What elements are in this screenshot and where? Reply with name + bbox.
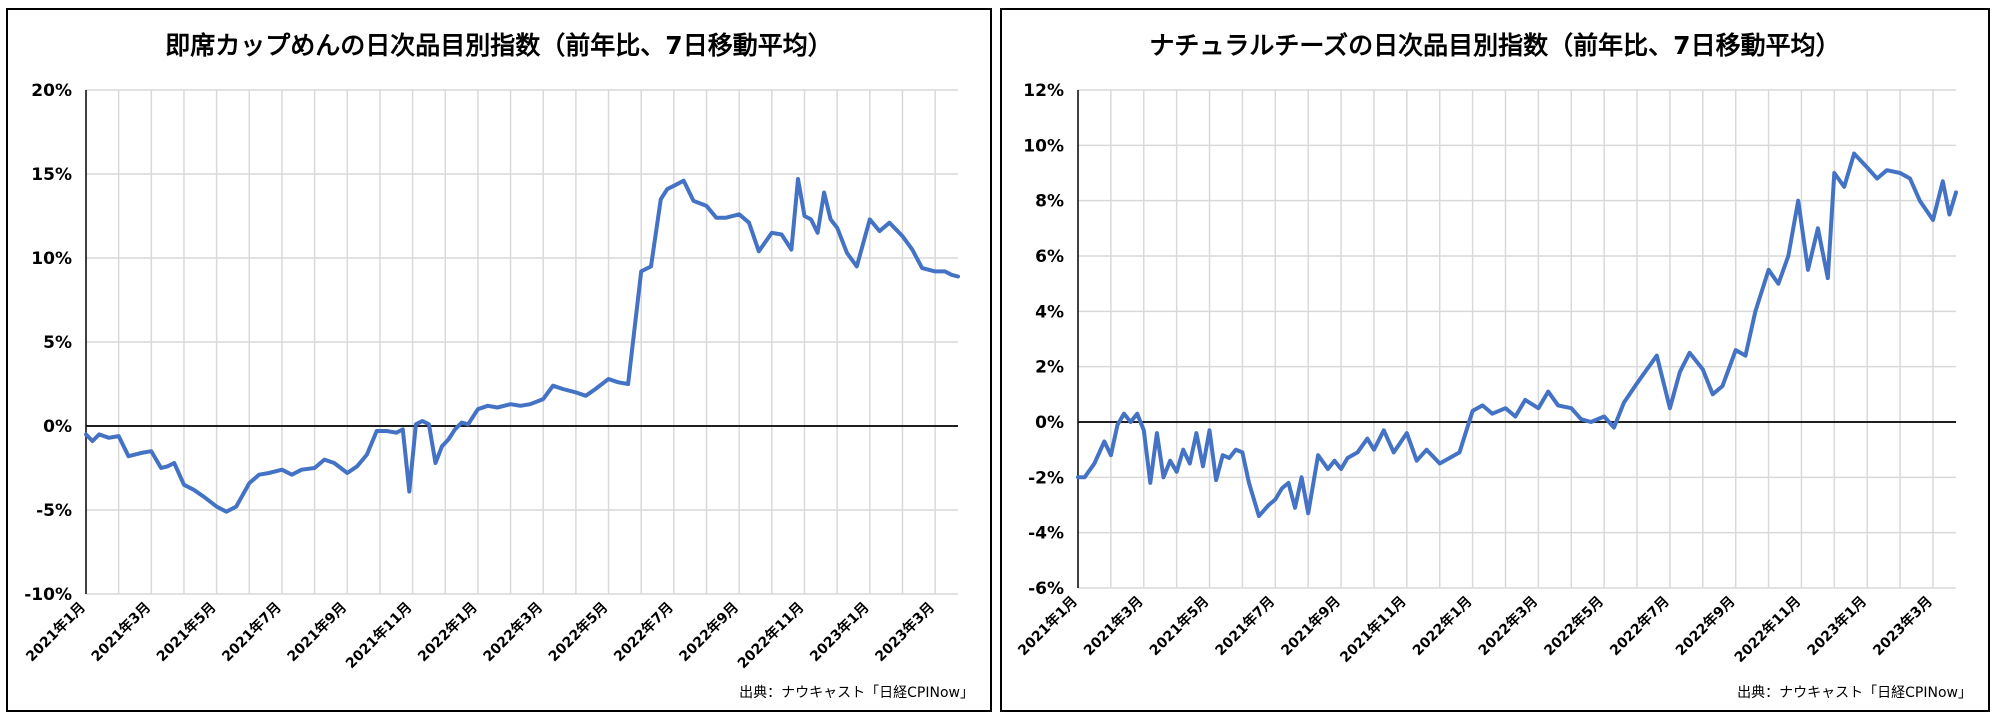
y-tick-label: -4% <box>1028 524 1064 544</box>
x-tick-label: 2021年5月 <box>153 599 219 665</box>
x-tick-label: 2021年1月 <box>1015 593 1081 659</box>
y-tick-label: 15% <box>31 165 72 185</box>
chart-title: ナチュラルチーズの日次品目別指数（前年比、7日移動平均） <box>1149 31 1841 60</box>
x-tick-label: 2023年1月 <box>806 599 872 665</box>
y-tick-label: 2% <box>1035 358 1064 378</box>
y-tick-label: -10% <box>24 585 72 605</box>
y-tick-label: 0% <box>43 417 72 437</box>
y-tick-label: 10% <box>31 249 72 269</box>
x-tick-label: 2021年7月 <box>219 599 285 665</box>
x-tick-label: 2022年5月 <box>545 599 611 665</box>
x-tick-label: 2021年3月 <box>1080 593 1146 659</box>
x-tick-label: 2022年3月 <box>480 599 546 665</box>
source-note: 出典：ナウキャスト「日経CPINow」 <box>739 685 974 701</box>
chart-plot-left: -10% -5% 0% 5% 10% 15% 20% 2021年1月 2021年3月 2021年5… <box>23 81 960 672</box>
x-tick-label: 2021年5月 <box>1146 593 1212 659</box>
source-note: 出典：ナウキャスト「日経CPINow」 <box>1737 685 1972 701</box>
x-tick-label: 2022年11月 <box>734 599 807 672</box>
series-line <box>84 177 960 514</box>
x-tick-label: 2023年3月 <box>872 599 938 665</box>
x-tick-label: 2022年11月 <box>1731 593 1804 666</box>
x-tick-label: 2021年7月 <box>1212 593 1278 659</box>
x-tick-label: 2021年9月 <box>1278 593 1344 659</box>
y-tick-label: 20% <box>31 81 72 101</box>
y-tick-label: -2% <box>1028 468 1064 488</box>
y-tick-label: 10% <box>1023 136 1064 156</box>
x-tick-label: 2022年7月 <box>1606 593 1672 659</box>
chart-panel-left: 即席カップめんの日次品目別指数（前年比、7日移動平均） -10% -5% 0% 5% 1… <box>6 8 992 712</box>
chart-plot-right: -6%-4%-2%0%2%4%6%8%10%12%2021年1月 2021年3月 2… <box>1015 81 1958 666</box>
x-tick-label: 2021年1月 <box>23 599 89 665</box>
x-tick-label: 2023年3月 <box>1870 593 1936 659</box>
x-tick-label: 2023年1月 <box>1804 593 1870 659</box>
chart-panel-right: ナチュラルチーズの日次品目別指数（前年比、7日移動平均） -6% -4% -2% 0%… <box>1000 8 1990 712</box>
x-tick-label: 2022年3月 <box>1475 593 1541 659</box>
x-tick-label: 2022年9月 <box>1672 593 1738 659</box>
y-tick-label: 5% <box>43 333 72 353</box>
y-tick-label: 6% <box>1035 247 1064 267</box>
chart-title: 即席カップめんの日次品目別指数（前年比、7日移動平均） <box>165 31 833 60</box>
y-tick-label: 12% <box>1023 81 1064 101</box>
y-tick-label: 8% <box>1035 192 1064 212</box>
x-tick-label: 2022年9月 <box>676 599 742 665</box>
y-tick-label: 4% <box>1035 302 1064 322</box>
x-tick-label: 2022年1月 <box>1409 593 1475 659</box>
x-tick-label: 2021年3月 <box>88 599 154 665</box>
y-tick-label: -6% <box>1028 579 1064 599</box>
x-tick-label: 2022年1月 <box>414 599 480 665</box>
x-tick-label: 2022年7月 <box>610 599 676 665</box>
y-tick-label: 0% <box>1035 413 1064 433</box>
x-tick-label: 2021年9月 <box>284 599 350 665</box>
x-tick-label: 2021年11月 <box>342 599 415 672</box>
y-tick-label: -5% <box>36 501 72 521</box>
x-tick-label: 2021年11月 <box>1337 593 1410 666</box>
x-tick-label: 2022年5月 <box>1541 593 1607 659</box>
series-line <box>1076 151 1958 519</box>
